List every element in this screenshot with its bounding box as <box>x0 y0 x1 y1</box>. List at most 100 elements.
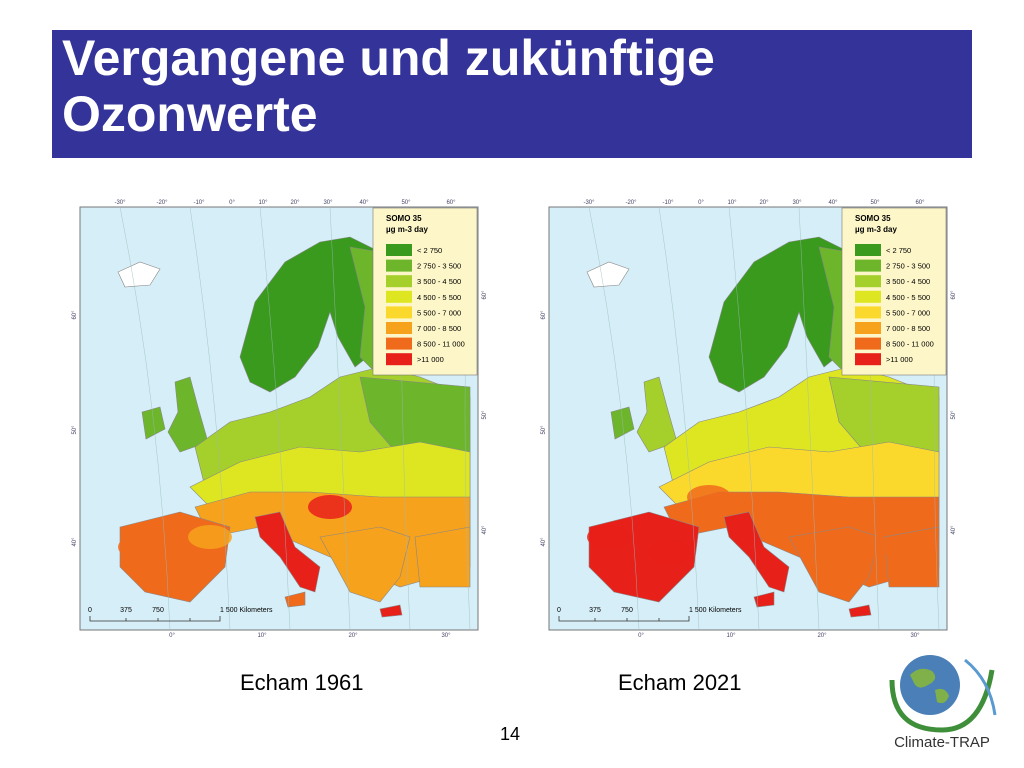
britain <box>636 376 678 453</box>
scale-label: 1 500 Kilometers <box>220 607 273 614</box>
legend-swatch <box>386 259 412 272</box>
logo-globe <box>900 655 960 715</box>
hotspot <box>787 495 831 519</box>
legend-swatch <box>855 290 881 303</box>
coord-label: 0° <box>698 200 704 206</box>
hotspot <box>587 525 631 549</box>
legend-swatch <box>386 244 412 256</box>
legend-label: 7 000 - 8 500 <box>417 324 461 333</box>
scale-label: 0 <box>88 607 92 614</box>
balkans <box>319 526 411 603</box>
legend-label: 7 000 - 8 500 <box>886 324 930 333</box>
coord-label: -10° <box>662 200 674 206</box>
coord-label: 50° <box>72 425 78 435</box>
scale-bar <box>89 616 221 622</box>
map: -30° -20° -10° 0° 10° 20° 30° 40° 50° 60° 60° 50° 40… <box>541 200 957 639</box>
coord-label: 40° <box>541 537 547 547</box>
coord-label: 0° <box>638 633 644 639</box>
map: -30° -20° -10° 0° 10° 20° 30° 40° 50° 60° 60° 50° 40… <box>72 200 488 639</box>
coord-label: 10° <box>727 200 737 206</box>
legend-label: 4 500 - 5 500 <box>886 293 930 302</box>
coord-label: 0° <box>169 633 175 639</box>
scale-label: 0 <box>557 607 561 614</box>
coord-label: 60° <box>446 200 456 206</box>
logo: Climate-TRAP <box>889 655 997 751</box>
legend-unit: µg m-3 day <box>386 225 429 234</box>
logo-text: Climate-TRAP <box>894 734 990 751</box>
legend-label: 4 500 - 5 500 <box>417 293 461 302</box>
coord-label: -30° <box>583 200 595 206</box>
scale-label: 375 <box>589 607 601 614</box>
slide-title: Vergangene und zukünftige Ozonwerte <box>62 30 715 142</box>
coord-label: 40° <box>72 537 78 547</box>
scale-label: 750 <box>152 607 164 614</box>
scale-label: 750 <box>621 607 633 614</box>
legend-swatch <box>855 353 881 366</box>
legend-swatch <box>855 244 881 256</box>
legend-label: < 2 750 <box>417 246 442 255</box>
legend-swatch <box>855 275 881 288</box>
hotspot <box>647 540 691 564</box>
legend-label: >11 000 <box>886 355 913 364</box>
legend-title: SOMO 35 <box>386 214 422 223</box>
legend-label: 2 750 - 3 500 <box>886 262 930 271</box>
coord-label: 60° <box>482 290 488 300</box>
map-caption: Echam 1961 <box>240 670 364 695</box>
legend-label: 2 750 - 3 500 <box>417 262 461 271</box>
legend-label: 8 500 - 11 000 <box>886 340 934 349</box>
graticule-line <box>259 206 291 631</box>
title-bar <box>52 30 972 158</box>
legend-swatch <box>386 322 412 334</box>
hotspot <box>847 535 891 559</box>
coord-label: 20° <box>290 200 300 206</box>
iceland <box>117 261 161 288</box>
coord-label: 30° <box>323 200 333 206</box>
coord-label: 30° <box>441 633 451 639</box>
map-caption: Echam 2021 <box>618 670 742 695</box>
sicily <box>753 591 775 608</box>
legend-label: < 2 750 <box>886 246 911 255</box>
turkey <box>883 526 940 588</box>
legend-label: 3 500 - 4 500 <box>886 277 930 286</box>
coord-label: 50° <box>541 425 547 435</box>
graticule-line <box>658 206 700 631</box>
logo-arc <box>964 658 997 716</box>
hotspot <box>188 525 232 549</box>
logo-land <box>910 668 949 704</box>
italy <box>723 511 790 593</box>
sicily <box>284 591 306 608</box>
iceland <box>586 261 630 288</box>
legend-label: 3 500 - 4 500 <box>417 277 461 286</box>
coord-label: 30° <box>910 633 920 639</box>
legend-label: 5 500 - 7 000 <box>417 308 461 317</box>
legend-swatch <box>386 306 412 319</box>
greek-islands <box>848 604 872 618</box>
legend-label: 8 500 - 11 000 <box>417 340 465 349</box>
coord-label: 40° <box>828 200 838 206</box>
graticule-line <box>189 206 231 631</box>
legend-swatch <box>386 275 412 288</box>
coord-label: 50° <box>870 200 880 206</box>
coord-label: 20° <box>817 633 827 639</box>
coord-label: -30° <box>114 200 126 206</box>
coord-label: 20° <box>348 633 358 639</box>
legend-swatch <box>855 337 881 350</box>
coord-label: 0° <box>229 200 235 206</box>
graticule-line <box>119 206 171 631</box>
scale-label: 1 500 Kilometers <box>689 607 742 614</box>
scale-label: 375 <box>120 607 132 614</box>
coord-label: -20° <box>156 200 168 206</box>
legend-label: 5 500 - 7 000 <box>886 308 930 317</box>
coord-label: 60° <box>951 290 957 300</box>
hotspot <box>308 495 352 519</box>
coord-label: 30° <box>792 200 802 206</box>
legend-swatch <box>386 353 412 366</box>
hotspot <box>118 535 162 559</box>
coord-label: 60° <box>915 200 925 206</box>
coord-label: 60° <box>541 310 547 320</box>
legend-title: SOMO 35 <box>855 214 891 223</box>
coord-label: 10° <box>726 633 736 639</box>
coord-label: 40° <box>482 525 488 535</box>
